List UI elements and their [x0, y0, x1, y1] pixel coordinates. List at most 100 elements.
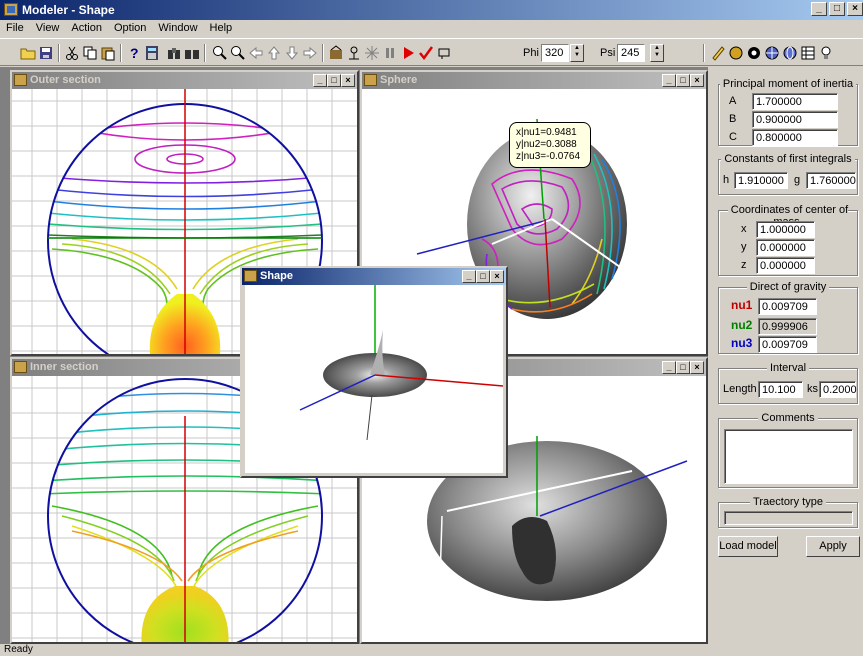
menu-help[interactable]: Help [209, 22, 233, 34]
arrow-right-icon[interactable] [302, 45, 318, 61]
outer-section-title: Outer section [30, 74, 101, 86]
trajectory-field[interactable] [724, 511, 853, 525]
copy-icon[interactable] [82, 45, 98, 61]
shape3d-minimize-button[interactable]: _ [662, 361, 676, 374]
paste-icon[interactable] [100, 45, 116, 61]
gravity-nu2-label: nu2 [731, 318, 753, 332]
menu-action[interactable]: Action [71, 22, 102, 34]
interval-ks-label: ks [807, 383, 818, 395]
menu-window[interactable]: Window [158, 22, 198, 34]
constants-g-input[interactable]: 1.760000 [806, 172, 856, 189]
gravity-nu1-input[interactable]: 0.009709 [758, 298, 817, 315]
mass-x-input[interactable]: 1.000000 [756, 221, 815, 238]
zoom-in-icon[interactable] [212, 45, 228, 61]
inertia-b-label: B [729, 113, 737, 125]
inertia-b-input[interactable]: 0.900000 [752, 111, 838, 128]
inertia-c-input[interactable]: 0.800000 [752, 129, 838, 146]
apply-button[interactable]: Apply [806, 536, 860, 557]
shape-maximize-button[interactable]: □ [476, 270, 490, 283]
close-button[interactable]: × [847, 2, 863, 16]
mass-x-label: x [741, 223, 747, 235]
torus-icon[interactable] [746, 45, 762, 61]
shape3d-close-button[interactable]: × [690, 361, 704, 374]
sphere-maximize-button[interactable]: □ [676, 74, 690, 87]
interval-length-label: Length [723, 383, 757, 395]
psi-label: Psi [600, 47, 616, 59]
check-icon[interactable] [418, 45, 434, 61]
play-icon[interactable] [400, 45, 416, 61]
open-folder-icon[interactable] [20, 45, 36, 61]
calculator-icon[interactable] [144, 45, 160, 61]
asterisk-icon[interactable] [364, 45, 380, 61]
tooltip-line-3: z|nu3=-0.0764 [516, 151, 581, 162]
gravity-nu3-label: nu3 [731, 336, 753, 350]
lightbulb-icon[interactable] [818, 45, 834, 61]
constants-h-input[interactable]: 1.910000 [734, 172, 788, 189]
arrow-left-icon[interactable] [248, 45, 264, 61]
interval-length-input[interactable]: 10.100 [758, 381, 803, 398]
minimize-button[interactable]: _ [811, 2, 827, 16]
shape-window[interactable]: Shape _ □ × [240, 266, 508, 478]
status-text: Ready [4, 644, 33, 655]
binoculars-all-icon[interactable] [184, 45, 200, 61]
app-title-bar: Modeler - Shape _ □ × [0, 0, 863, 20]
comments-group: Comments [718, 412, 858, 488]
gravity-nu3-input[interactable]: 0.009709 [758, 336, 817, 353]
arrow-down-icon[interactable] [284, 45, 300, 61]
sphere-close-button[interactable]: × [690, 74, 704, 87]
tree-icon[interactable] [346, 45, 362, 61]
maximize-button[interactable]: □ [829, 2, 845, 16]
binoculars-icon[interactable] [166, 45, 182, 61]
shape-title: Shape [260, 270, 294, 282]
phi-input[interactable]: 320 [541, 44, 569, 62]
shape-titlebar[interactable]: Shape _ □ × [242, 268, 506, 285]
pencil-icon[interactable] [710, 45, 726, 61]
outer-section-canvas[interactable] [12, 89, 357, 354]
load-model-button[interactable]: Load model [718, 536, 778, 557]
zoom-out-icon[interactable] [230, 45, 246, 61]
sphere-minimize-button[interactable]: _ [662, 74, 676, 87]
comments-textarea[interactable] [724, 429, 853, 484]
table-icon[interactable] [800, 45, 816, 61]
mass-z-label: z [741, 259, 747, 271]
cut-icon[interactable] [64, 45, 80, 61]
arrow-up-icon[interactable] [266, 45, 282, 61]
shape-close-button[interactable]: × [490, 270, 504, 283]
sphere-color-icon[interactable] [728, 45, 744, 61]
save-icon[interactable] [38, 45, 54, 61]
menu-file[interactable]: File [6, 22, 24, 34]
shape-canvas[interactable] [245, 285, 503, 473]
tooltip-line-1: x|nu1=0.9481 [516, 127, 577, 138]
inertia-a-input[interactable]: 1.700000 [752, 93, 838, 110]
outer-section-titlebar[interactable]: Outer section _ □ × [12, 72, 357, 89]
gravity-nu2-input[interactable]: 0.999906 [758, 318, 817, 335]
outer-maximize-button[interactable]: □ [327, 74, 341, 87]
globe-grid-icon[interactable] [782, 45, 798, 61]
phi-spinner[interactable]: ▲ ▼ [570, 44, 584, 62]
shape3d-canvas[interactable] [362, 376, 706, 642]
mass-z-input[interactable]: 0.000000 [756, 257, 815, 274]
menu-view[interactable]: View [35, 22, 60, 34]
interval-ks-input[interactable]: 0.2000 [819, 381, 857, 398]
menu-option[interactable]: Option [113, 22, 147, 34]
tooltip-line-2: y|nu2=0.3088 [516, 139, 577, 150]
constants-title: Constants of first integrals [721, 153, 855, 165]
help-icon[interactable]: ? [126, 45, 142, 61]
outer-minimize-button[interactable]: _ [313, 74, 327, 87]
coordinate-tooltip: x|nu1=0.9481 y|nu2=0.3088 z|nu3=-0.0764 [509, 122, 591, 168]
render-icon[interactable] [328, 45, 344, 61]
psi-input[interactable]: 245 [617, 44, 645, 62]
shape3d-maximize-button[interactable]: □ [676, 361, 690, 374]
app-title: Modeler - Shape [22, 3, 115, 17]
pause-icon[interactable] [382, 45, 398, 61]
trajectory-group: Traectory type [718, 496, 858, 528]
outer-close-button[interactable]: × [341, 74, 355, 87]
constants-group: Constants of first integrals h 1.910000 … [718, 153, 858, 195]
psi-spinner[interactable]: ▲ ▼ [650, 44, 664, 62]
toolbar: ? Phi 320 ▲ ▼ Psi 245 ▲ ▼ [0, 38, 863, 66]
mass-y-input[interactable]: 0.000000 [756, 239, 815, 256]
sphere-titlebar[interactable]: Sphere _ □ × [362, 72, 706, 89]
globe-icon[interactable] [764, 45, 780, 61]
shape-minimize-button[interactable]: _ [462, 270, 476, 283]
frame-icon[interactable] [436, 45, 452, 61]
